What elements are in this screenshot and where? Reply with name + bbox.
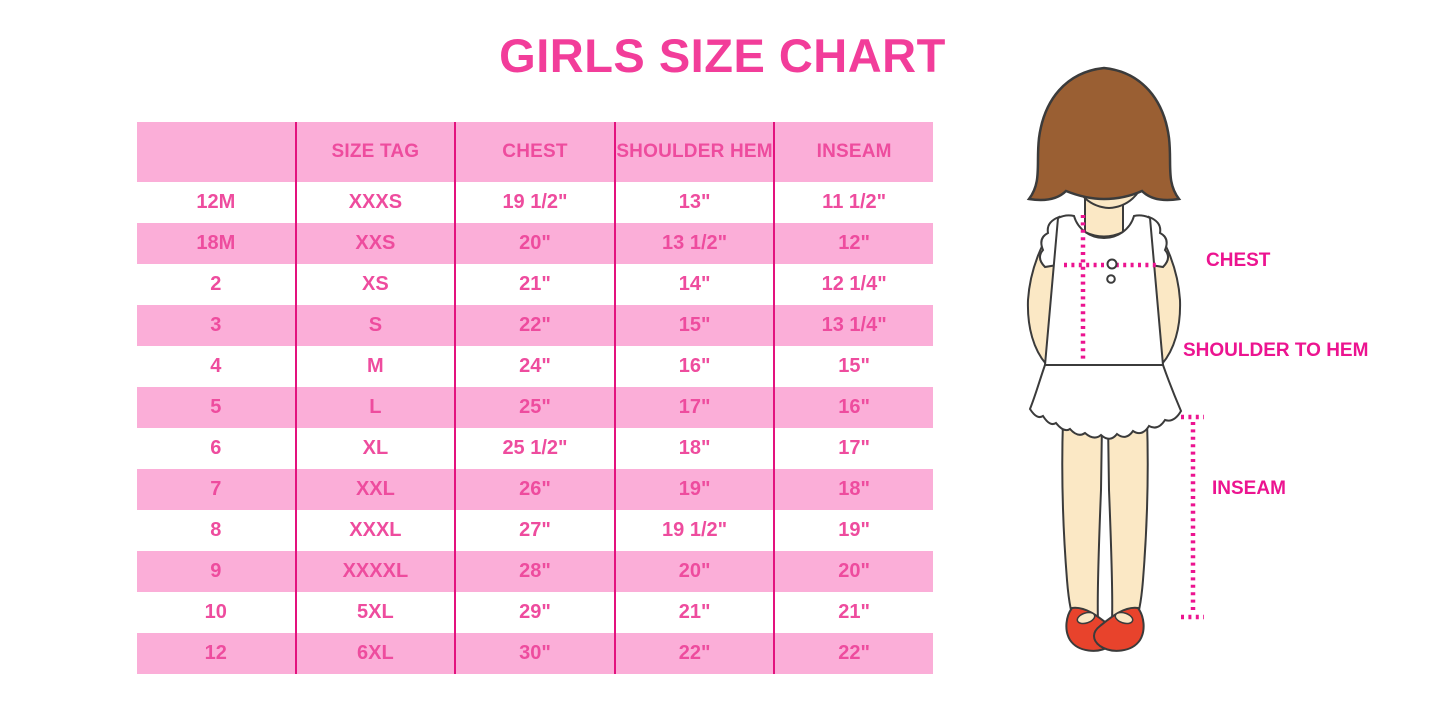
girl-right-leg <box>1106 418 1149 626</box>
table-cell: 16" <box>613 346 774 387</box>
table-cell: 24" <box>454 346 614 387</box>
table-row: 9 XXXXL 28" 20" 20" <box>137 551 933 592</box>
table-cell: 6XL <box>294 633 455 674</box>
shoulder-to-hem-label: SHOULDER TO HEM <box>1183 340 1369 361</box>
girl-shoes <box>1065 606 1145 652</box>
dress-button-top <box>1106 258 1118 270</box>
table-row: 2 XS 21" 14" 12 1/4" <box>137 264 933 305</box>
table-cell: 15" <box>613 305 774 346</box>
chest-label: CHEST <box>1206 250 1271 271</box>
girl-skirt <box>1028 364 1183 440</box>
table-row: 7 XXL 26" 19" 18" <box>137 469 933 510</box>
table-cell: 12 1/4" <box>773 264 933 305</box>
table-cell: 18M <box>137 223 295 264</box>
table-row: 8 XXXL 27" 19 1/2" 19" <box>137 510 933 551</box>
table-cell: 5XL <box>294 592 455 633</box>
table-cell: XXXL <box>294 510 455 551</box>
table-cell: 21" <box>454 264 614 305</box>
table-cell: 12M <box>137 182 295 223</box>
table-cell: XL <box>294 428 455 469</box>
table-cell: 21" <box>773 592 933 633</box>
table-row: 6 XL 25 1/2" 18" 17" <box>137 428 933 469</box>
table-cell: 25" <box>454 387 614 428</box>
table-cell: 15" <box>773 346 933 387</box>
table-row: 4 M 24" 16" 15" <box>137 346 933 387</box>
table-cell: 20" <box>773 551 933 592</box>
table-cell: XS <box>294 264 455 305</box>
table-cell: 17" <box>773 428 933 469</box>
table-cell: 7 <box>137 469 295 510</box>
table-cell: 28" <box>454 551 614 592</box>
girl-figure-illustration <box>1026 66 1204 652</box>
table-cell: 27" <box>454 510 614 551</box>
table-cell: 6 <box>137 428 295 469</box>
table-cell: 19" <box>613 469 774 510</box>
size-table: SIZE TAG CHEST SHOULDER HEM INSEAM 12M XXXS 19… <box>137 122 933 674</box>
girl-hair <box>1026 66 1182 202</box>
table-row: 5 L 25" 17" 16" <box>137 387 933 428</box>
table-cell: 19 1/2" <box>613 510 774 551</box>
table-cell: 20" <box>454 223 614 264</box>
table-cell: 10 <box>137 592 295 633</box>
table-cell: 13 1/2" <box>613 223 774 264</box>
table-cell: 22" <box>454 305 614 346</box>
table-cell: 14" <box>613 264 774 305</box>
table-cell: S <box>294 305 455 346</box>
table-header-row: SIZE TAG CHEST SHOULDER HEM INSEAM <box>137 122 933 182</box>
table-cell: 21" <box>613 592 774 633</box>
table-cell: 12" <box>773 223 933 264</box>
girl-left-leg <box>1061 418 1104 626</box>
table-cell: 12 <box>137 633 295 674</box>
table-cell: 16" <box>773 387 933 428</box>
table-cell: 4 <box>137 346 295 387</box>
table-cell: 22" <box>613 633 774 674</box>
table-row: 12M XXXS 19 1/2" 13" 11 1/2" <box>137 182 933 223</box>
dress-button-bottom <box>1106 274 1116 284</box>
table-cell: XXXXL <box>294 551 455 592</box>
table-cell: 26" <box>454 469 614 510</box>
table-cell: 5 <box>137 387 295 428</box>
header-cell: CHEST <box>454 122 614 182</box>
table-cell: 8 <box>137 510 295 551</box>
table-cell: 2 <box>137 264 295 305</box>
table-cell: 20" <box>613 551 774 592</box>
table-cell: 18" <box>613 428 774 469</box>
girl-dress-top <box>1043 214 1165 366</box>
table-row: 12 6XL 30" 22" 22" <box>137 633 933 674</box>
table-cell: 9 <box>137 551 295 592</box>
table-cell: XXXS <box>294 182 455 223</box>
header-cell: INSEAM <box>773 122 933 182</box>
table-cell: 13 1/4" <box>773 305 933 346</box>
table-cell: 11 1/2" <box>773 182 933 223</box>
table-cell: 13" <box>613 182 774 223</box>
table-row: 18M XXS 20" 13 1/2" 12" <box>137 223 933 264</box>
table-cell: 29" <box>454 592 614 633</box>
table-cell: L <box>294 387 455 428</box>
inseam-label: INSEAM <box>1212 478 1286 499</box>
header-cell <box>137 122 295 182</box>
table-cell: 19" <box>773 510 933 551</box>
table-cell: XXS <box>294 223 455 264</box>
table-cell: 18" <box>773 469 933 510</box>
table-cell: 17" <box>613 387 774 428</box>
table-cell: M <box>294 346 455 387</box>
header-cell: SIZE TAG <box>294 122 455 182</box>
table-cell: 3 <box>137 305 295 346</box>
header-cell: SHOULDER HEM <box>613 122 774 182</box>
table-cell: XXL <box>294 469 455 510</box>
table-row: 10 5XL 29" 21" 21" <box>137 592 933 633</box>
table-cell: 25 1/2" <box>454 428 614 469</box>
table-cell: 22" <box>773 633 933 674</box>
page-title: GIRLS SIZE CHART <box>499 29 946 82</box>
table-row: 3 S 22" 15" 13 1/4" <box>137 305 933 346</box>
table-cell: 19 1/2" <box>454 182 614 223</box>
table-cell: 30" <box>454 633 614 674</box>
